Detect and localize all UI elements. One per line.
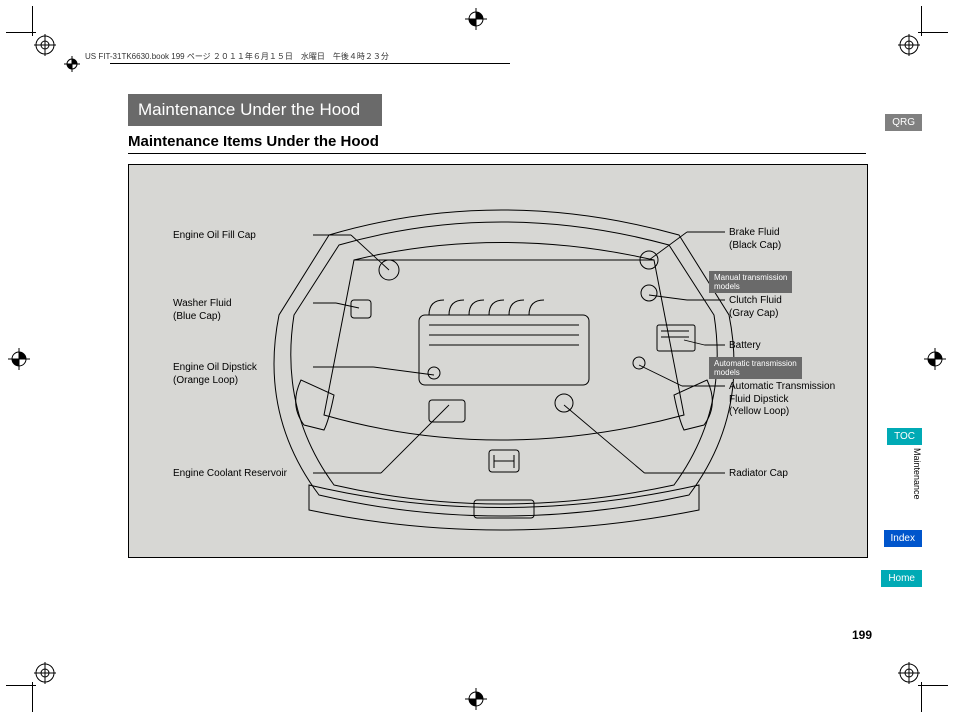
crop-mark	[32, 6, 33, 36]
registration-mark-icon	[924, 348, 946, 370]
registration-mark-icon	[898, 34, 920, 56]
document-header-metadata: US FIT-31TK6630.book 199 ページ ２０１１年６月１５日 …	[85, 51, 389, 62]
nav-qrg-button[interactable]: QRG	[885, 114, 922, 131]
crop-mark	[32, 682, 33, 712]
nav-toc-button[interactable]: TOC	[887, 428, 922, 445]
callout-right-0: Brake Fluid(Black Cap)	[729, 227, 781, 252]
callout-right-4: Radiator Cap	[729, 468, 788, 481]
crop-mark	[921, 6, 922, 36]
page-subheading: Maintenance Items Under the Hood	[128, 133, 379, 150]
registration-mark-icon	[64, 56, 80, 72]
registration-mark-icon	[465, 8, 487, 30]
crop-mark	[918, 32, 948, 33]
callout-right-1: Clutch Fluid(Gray Cap)	[729, 295, 782, 320]
registration-mark-icon	[898, 662, 920, 684]
crop-mark	[918, 685, 948, 686]
callout-right-2: Battery	[729, 340, 761, 353]
heading-rule	[128, 153, 866, 154]
header-rule	[110, 63, 510, 64]
registration-mark-icon	[34, 662, 56, 684]
crop-mark	[921, 682, 922, 712]
sidebar-section-label: Maintenance	[912, 448, 922, 500]
callout-left-2: Engine Oil Dipstick(Orange Loop)	[173, 362, 257, 387]
nav-home-button[interactable]: Home	[881, 570, 922, 587]
model-tag-0: Manual transmissionmodels	[709, 271, 792, 293]
engine-bay-figure: Engine Oil Fill Cap Washer Fluid(Blue Cap…	[128, 164, 868, 558]
model-tag-1: Automatic transmissionmodels	[709, 357, 802, 379]
page: US FIT-31TK6630.book 199 ページ ２０１１年６月１５日 …	[0, 0, 954, 718]
page-number: 199	[852, 628, 872, 642]
registration-mark-icon	[34, 34, 56, 56]
callout-left-1: Washer Fluid(Blue Cap)	[173, 298, 232, 323]
registration-mark-icon	[465, 688, 487, 710]
section-title-bar: Maintenance Under the Hood	[128, 94, 382, 126]
callout-right-3: Automatic TransmissionFluid Dipstick(Yel…	[729, 381, 835, 419]
nav-index-button[interactable]: Index	[884, 530, 922, 547]
callout-left-3: Engine Coolant Reservoir	[173, 468, 287, 481]
callout-left-0: Engine Oil Fill Cap	[173, 230, 256, 243]
registration-mark-icon	[8, 348, 30, 370]
